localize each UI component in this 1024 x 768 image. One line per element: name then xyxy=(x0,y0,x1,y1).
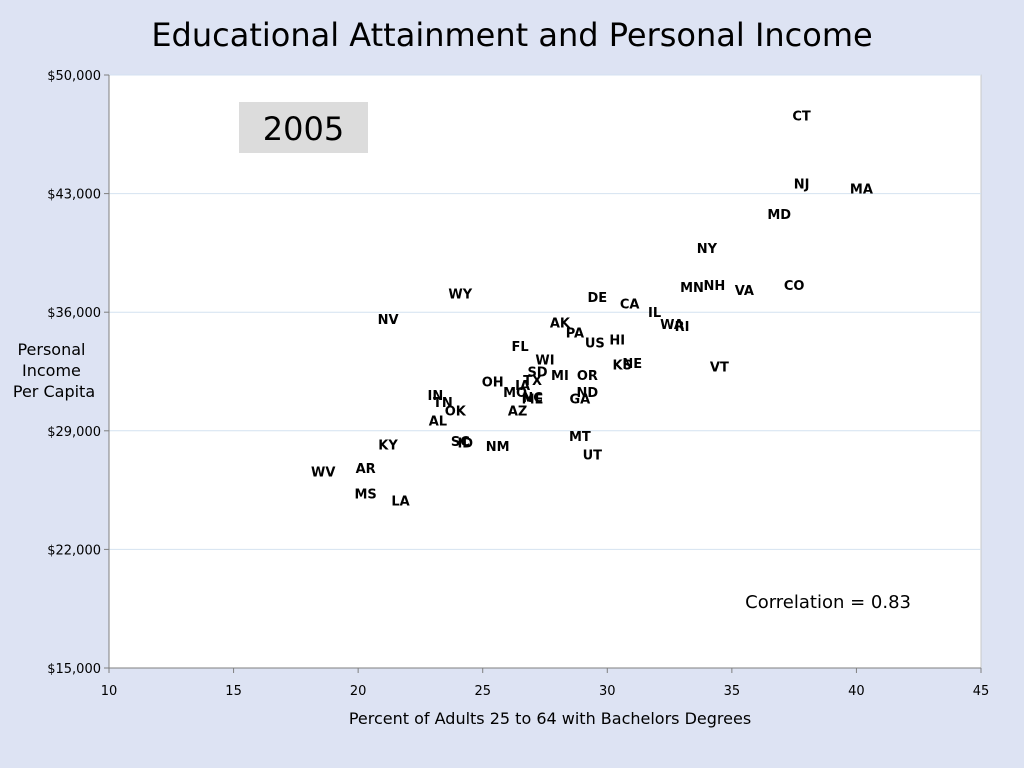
x-tick-label: 45 xyxy=(973,684,990,699)
point-pa: PA xyxy=(566,327,584,342)
y-axis-title-line-1: Personal xyxy=(17,340,85,359)
point-ut: UT xyxy=(583,449,603,464)
point-or: OR xyxy=(577,369,598,384)
plot-area xyxy=(108,74,982,669)
y-axis-title-line-3: Per Capita xyxy=(13,382,95,401)
x-tick-label: 10 xyxy=(101,684,118,699)
chart-title: Educational Attainment and Personal Inco… xyxy=(151,16,873,54)
y-axis-title: Personal Income Per Capita xyxy=(13,340,95,401)
point-vt: VT xyxy=(710,360,729,375)
point-al: AL xyxy=(429,415,447,430)
x-tick-label: 35 xyxy=(724,684,741,699)
point-md: MD xyxy=(767,208,791,223)
point-nd: ND xyxy=(577,386,599,401)
x-tick-label: 30 xyxy=(599,684,616,699)
point-ak: AK xyxy=(550,316,571,331)
point-tx: TX xyxy=(523,374,542,389)
point-mn: MN xyxy=(680,281,704,296)
point-ia: IA xyxy=(515,379,530,394)
point-il: IL xyxy=(648,306,661,321)
point-ms: MS xyxy=(354,487,376,502)
point-ma: MA xyxy=(850,183,873,198)
gridlines xyxy=(109,74,981,550)
point-ks: KS xyxy=(613,359,632,374)
y-tick-label: $15,000 xyxy=(47,662,101,677)
point-nv: NV xyxy=(378,313,399,328)
year-box: 2005 xyxy=(239,102,368,153)
point-ri: RI xyxy=(675,320,690,335)
point-mi: MI xyxy=(551,369,569,384)
point-nc: NC xyxy=(522,391,542,406)
point-ca: CA xyxy=(620,298,640,313)
point-tn: TN xyxy=(433,396,453,411)
y-tick-label: $36,000 xyxy=(47,306,101,321)
point-sc: SC xyxy=(451,435,470,450)
y-tick-label: $22,000 xyxy=(47,543,101,558)
axes xyxy=(104,74,982,673)
point-ky: KY xyxy=(378,438,398,453)
tick-labels: $15,000 $22,000 $29,000 $36,000 $43,000 $50,0… xyxy=(47,69,989,699)
point-de: DE xyxy=(587,291,607,306)
point-nj: NJ xyxy=(794,177,810,192)
point-hi: HI xyxy=(609,333,625,348)
point-ne: NE xyxy=(622,357,642,372)
point-ny: NY xyxy=(697,242,718,257)
point-wa: WA xyxy=(660,318,684,333)
y-axis-title-line-2: Income xyxy=(22,361,81,380)
point-fl: FL xyxy=(511,340,528,355)
point-me: ME xyxy=(522,393,544,408)
point-co: CO xyxy=(784,279,805,294)
point-in: IN xyxy=(428,389,444,404)
y-tick-label: $50,000 xyxy=(47,69,101,84)
point-wy: WY xyxy=(448,288,472,303)
point-az: AZ xyxy=(508,404,528,419)
point-ar: AR xyxy=(356,462,376,477)
point-mt: MT xyxy=(569,430,591,445)
point-wi: WI xyxy=(535,354,554,369)
point-wv: WV xyxy=(311,465,335,480)
correlation-annotation: Correlation = 0.83 xyxy=(745,592,911,613)
point-la: LA xyxy=(391,494,409,509)
point-id: ID xyxy=(457,437,473,452)
point-va: VA xyxy=(735,284,754,299)
point-mo: MO xyxy=(503,386,527,401)
x-tick-label: 15 xyxy=(225,684,242,699)
x-tick-label: 25 xyxy=(474,684,491,699)
x-axis-title: Percent of Adults 25 to 64 with Bachelor… xyxy=(349,709,751,728)
year-label: 2005 xyxy=(263,110,344,148)
point-sd: SD xyxy=(527,366,547,381)
x-tick-label: 20 xyxy=(350,684,367,699)
point-ct: CT xyxy=(792,110,811,125)
y-tick-label: $43,000 xyxy=(47,188,101,203)
point-ok: OK xyxy=(445,404,467,419)
point-nm: NM xyxy=(486,440,510,455)
point-oh: OH xyxy=(482,376,504,391)
point-ga: GA xyxy=(570,393,591,408)
point-us: US xyxy=(585,337,605,352)
x-tick-label: 40 xyxy=(848,684,865,699)
point-nh: NH xyxy=(704,279,726,294)
y-tick-label: $29,000 xyxy=(47,425,101,440)
